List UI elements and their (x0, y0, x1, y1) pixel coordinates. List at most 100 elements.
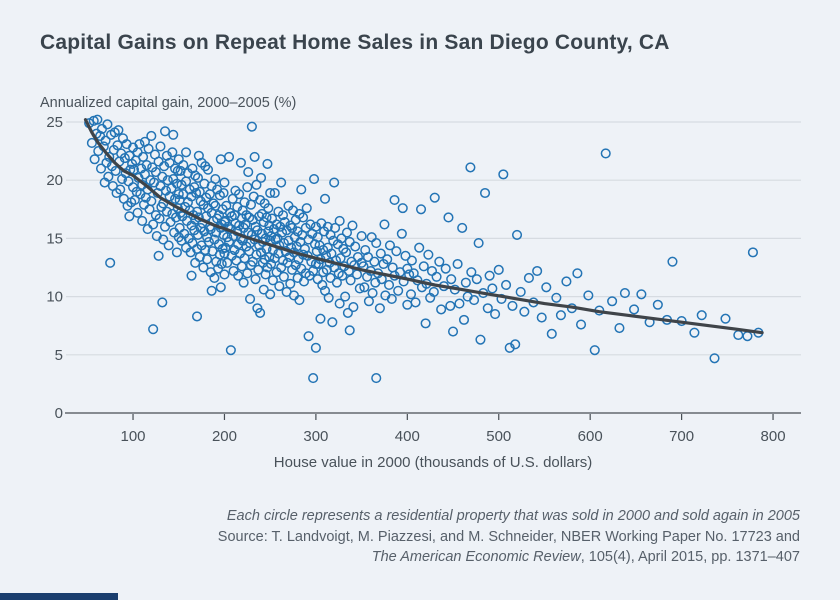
scatter-point (340, 291, 351, 302)
scatter-point (265, 187, 276, 199)
scatter-point (172, 165, 183, 176)
scatter-point (238, 277, 249, 288)
scatter-point (327, 317, 338, 328)
scatter-point (311, 246, 322, 257)
scatter-point (356, 231, 367, 242)
caption-source-line1: Source: T. Landvoigt, M. Piazzesi, and M… (217, 528, 800, 545)
scatter-point (536, 312, 547, 323)
scatter-point (113, 125, 124, 136)
scatter-point (431, 271, 442, 282)
scatter-point (102, 119, 113, 130)
scatter-point (218, 187, 229, 199)
scatter-point (589, 345, 600, 356)
caption-source-details: , 105(4), April 2015, pp. 1371–407 (580, 549, 800, 565)
scatter-point (263, 203, 274, 214)
scatter-point (178, 160, 189, 171)
scatter-point (341, 227, 353, 238)
scatter-point (342, 307, 353, 318)
scatter-point (507, 300, 518, 311)
scatter-point (493, 264, 504, 275)
x-tick-label: 300 (303, 428, 328, 445)
scatter-point (501, 279, 512, 291)
scatter-point (128, 164, 139, 175)
scatter-point (301, 203, 312, 214)
scatter-point (733, 329, 744, 341)
caption-source-line2: The American Economic Review, 105(4), Ap… (218, 547, 800, 568)
scatter-point (330, 222, 341, 233)
scatter-point (402, 299, 413, 310)
scatter-point (242, 182, 253, 193)
y-tick-label: 20 (46, 172, 63, 189)
scatter-point (190, 170, 201, 181)
scatter-point (105, 257, 116, 268)
scatter-point (423, 249, 434, 260)
scatter-point (222, 257, 233, 268)
scatter-point (170, 163, 181, 174)
scatter-point (469, 295, 480, 306)
trend-line (83, 118, 764, 335)
scatter-point (696, 310, 707, 321)
scatter-point (575, 319, 587, 330)
scatter-point (446, 274, 457, 285)
scatter-point (331, 277, 342, 288)
scatter-point (487, 283, 498, 294)
scatter-point (341, 247, 352, 258)
scatter-point (155, 141, 166, 152)
scatter-point (192, 172, 203, 183)
scatter-point (458, 314, 470, 325)
scatter-point (709, 353, 720, 364)
scatter-point (285, 220, 296, 231)
y-tick-label: 5 (55, 347, 63, 364)
scatter-point (391, 246, 402, 257)
scatter-point (262, 158, 273, 169)
scatter-point (95, 163, 107, 174)
scatter-point (239, 197, 250, 208)
brand-accent-bar (0, 593, 118, 600)
scatter-point (150, 167, 161, 178)
scatter-point (255, 172, 267, 183)
scatter-point (541, 282, 552, 293)
scatter-point (173, 154, 184, 165)
scatter-point (115, 184, 126, 195)
scatter-point (241, 210, 252, 221)
scatter-point (572, 268, 583, 279)
scatter-point (215, 154, 226, 165)
scatter-point (181, 147, 192, 158)
scatter-point (426, 265, 438, 277)
scatter-point (219, 269, 230, 280)
scatter-point (171, 247, 182, 258)
scatter-point (362, 251, 374, 263)
scatter-point (363, 296, 374, 307)
scatter-point (523, 272, 534, 284)
scatter-point (308, 373, 319, 384)
scatter-point (161, 206, 172, 217)
scatter-point (460, 277, 471, 288)
scatter-point (294, 295, 305, 306)
scatter-point (511, 229, 523, 240)
scatter-point (371, 238, 382, 249)
scatter-point (239, 253, 250, 264)
scatter-point (325, 229, 336, 240)
scatter-point (215, 282, 226, 293)
scatter-point (410, 297, 421, 308)
scatter-point (347, 220, 358, 231)
scatter-point (288, 290, 299, 301)
scatter-point (146, 130, 157, 142)
scatter-point (153, 250, 164, 261)
scatter-point (249, 151, 260, 162)
x-tick-label: 400 (395, 428, 420, 445)
scatter-point (159, 126, 171, 137)
scatter-point (369, 256, 380, 267)
scatter-point (335, 253, 346, 264)
scatter-point (278, 271, 289, 282)
x-tick-label: 100 (121, 428, 146, 445)
scatter-point (383, 279, 395, 291)
scatter-point (479, 187, 491, 199)
scatter-point (255, 307, 266, 318)
scatter-point (193, 150, 204, 161)
scatter-point (141, 160, 152, 171)
scatter-point (134, 139, 145, 150)
scatter-point (351, 269, 363, 280)
scatter-point (406, 255, 417, 266)
scatter-point (454, 298, 465, 309)
